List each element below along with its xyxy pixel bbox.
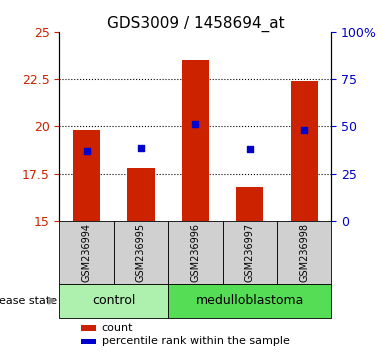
Bar <box>81 325 96 331</box>
Bar <box>168 221 223 284</box>
Bar <box>277 221 331 284</box>
Bar <box>114 221 168 284</box>
Bar <box>127 168 155 221</box>
Point <box>301 127 307 133</box>
Text: GSM236995: GSM236995 <box>136 223 146 282</box>
Bar <box>81 339 96 344</box>
Text: GSM236998: GSM236998 <box>299 223 309 282</box>
Bar <box>236 187 264 221</box>
Text: control: control <box>92 294 136 307</box>
Text: GSM236996: GSM236996 <box>190 223 200 282</box>
Point <box>83 148 90 154</box>
Bar <box>73 130 100 221</box>
Point <box>138 145 144 151</box>
Bar <box>59 284 168 318</box>
Bar <box>291 81 318 221</box>
Point <box>192 122 198 127</box>
Title: GDS3009 / 1458694_at: GDS3009 / 1458694_at <box>106 16 284 32</box>
Bar <box>223 221 277 284</box>
Point <box>247 146 253 152</box>
Text: percentile rank within the sample: percentile rank within the sample <box>101 336 290 346</box>
Text: GSM236997: GSM236997 <box>245 223 255 282</box>
Text: count: count <box>101 323 133 333</box>
Bar <box>168 284 331 318</box>
Bar <box>182 60 209 221</box>
Text: medulloblastoma: medulloblastoma <box>196 294 304 307</box>
Text: GSM236994: GSM236994 <box>82 223 92 282</box>
Text: disease state: disease state <box>0 296 57 306</box>
Bar <box>59 221 114 284</box>
